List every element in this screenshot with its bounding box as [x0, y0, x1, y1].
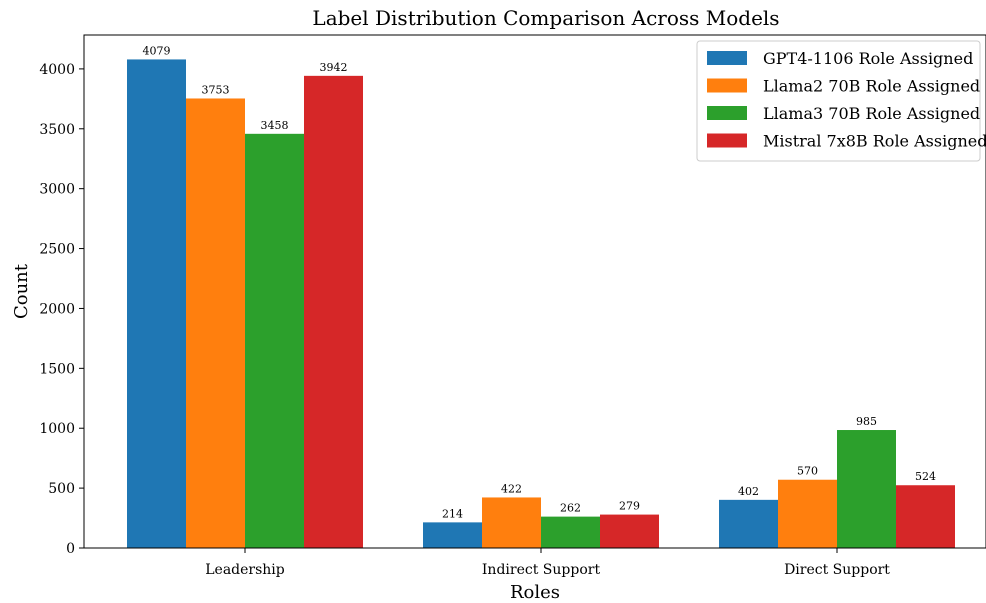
legend-swatch — [707, 51, 747, 65]
plot-frame — [83, 34, 986, 549]
bar-indirect-support-series-3 — [541, 516, 600, 548]
bar-leadership-series-2 — [186, 98, 245, 548]
data-label: 3942 — [320, 61, 348, 74]
data-label: 524 — [915, 470, 936, 483]
y-tick-label: 3000 — [39, 182, 75, 198]
x-tick-label: Direct Support — [784, 562, 890, 578]
data-label: 4079 — [143, 44, 171, 57]
legend-box — [696, 40, 981, 162]
y-ticks-group: 0 500 1000 1500 2000 2500 3000 3500 4000 — [39, 62, 84, 557]
data-labels-group: 4079 3753 3458 3942 214 422 262 279 402 570 985 524 — [143, 44, 937, 520]
legend-entry: Mistral 7x8B Role Assigned — [763, 132, 986, 151]
data-label: 214 — [442, 507, 463, 520]
data-label: 262 — [560, 502, 581, 515]
data-label: 985 — [856, 415, 877, 428]
y-tick-label: 1500 — [39, 361, 75, 377]
legend-swatch — [707, 106, 747, 120]
y-axis-label: Count — [11, 263, 32, 319]
data-label: 3753 — [202, 83, 230, 96]
y-tick-label: 0 — [66, 541, 75, 557]
bar-indirect-support-series-2 — [482, 497, 541, 548]
bar-indirect-support-series-4 — [600, 514, 659, 548]
bar-direct-support-series-4 — [896, 485, 955, 548]
x-tick-label: Leadership — [205, 562, 285, 578]
x-axis-label: Roles — [510, 582, 560, 603]
y-tick-label: 3500 — [39, 122, 75, 138]
bar-leadership-series-4 — [304, 75, 363, 548]
bar-leadership-series-3 — [245, 133, 304, 549]
data-label: 570 — [797, 465, 818, 478]
y-tick-label: 500 — [48, 481, 75, 497]
legend-swatch — [707, 133, 747, 148]
y-tick-label: 1000 — [39, 421, 75, 437]
legend-entry: GPT4-1106 Role Assigned — [763, 49, 973, 68]
data-label: 402 — [738, 485, 759, 498]
legend: GPT4-1106 Role Assigned Llama2 70B Role A… — [696, 40, 986, 162]
bars-group — [127, 59, 955, 549]
legend-swatch — [707, 78, 747, 93]
y-tick-label: 2500 — [39, 242, 75, 258]
bar-direct-support-series-2 — [778, 479, 837, 548]
chart-title: Label Distribution Comparison Across Mod… — [312, 6, 779, 30]
data-label: 3458 — [261, 119, 289, 132]
y-tick-label: 4000 — [39, 62, 75, 78]
bar-direct-support-series-3 — [837, 430, 896, 548]
x-ticks-group: Leadership Indirect Support Direct Support — [205, 548, 890, 578]
axes-group — [83, 34, 986, 549]
bar-leadership-series-1 — [127, 59, 186, 549]
data-label: 279 — [619, 500, 640, 513]
y-tick-label: 2000 — [39, 301, 75, 317]
bar-indirect-support-series-1 — [423, 522, 482, 548]
bar-direct-support-series-1 — [719, 499, 778, 548]
data-label: 422 — [501, 482, 522, 495]
legend-entry: Llama2 70B Role Assigned — [763, 77, 980, 96]
x-tick-label: Indirect Support — [482, 562, 601, 578]
legend-entry: Llama3 70B Role Assigned — [763, 104, 980, 123]
